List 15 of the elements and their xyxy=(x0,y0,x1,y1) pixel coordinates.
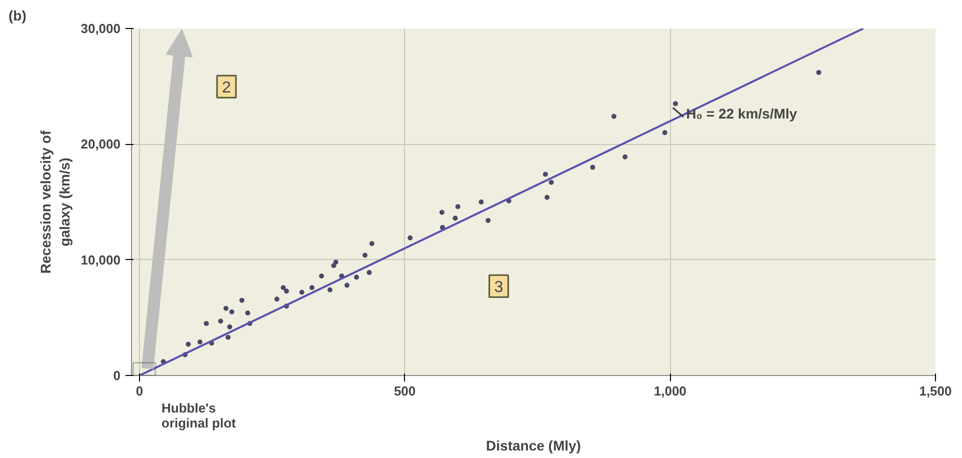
x-tick-label: 500 xyxy=(394,384,416,398)
y-tick-label: 0 xyxy=(113,368,121,383)
y-tick-label: 10,000 xyxy=(80,252,121,268)
x-tick-label: 1,000 xyxy=(654,384,686,398)
annotation: Hubble's original plot xyxy=(162,400,237,430)
y-tick-label: 20,000 xyxy=(80,136,121,152)
annotation: H₀ = 22 km/s/Mly xyxy=(686,106,798,122)
annotation: 2 xyxy=(222,80,232,97)
annotation: 3 xyxy=(494,279,504,296)
text: (b) xyxy=(8,8,26,24)
y-axis-title: Recession velocity of galaxy (km/s) xyxy=(38,130,73,274)
x-axis-title: Distance (Mly) xyxy=(486,438,581,454)
x-tick-label: 0 xyxy=(136,384,144,398)
y-tick-label: 30,000 xyxy=(80,21,121,36)
x-tick-label: 1,500 xyxy=(919,384,952,398)
